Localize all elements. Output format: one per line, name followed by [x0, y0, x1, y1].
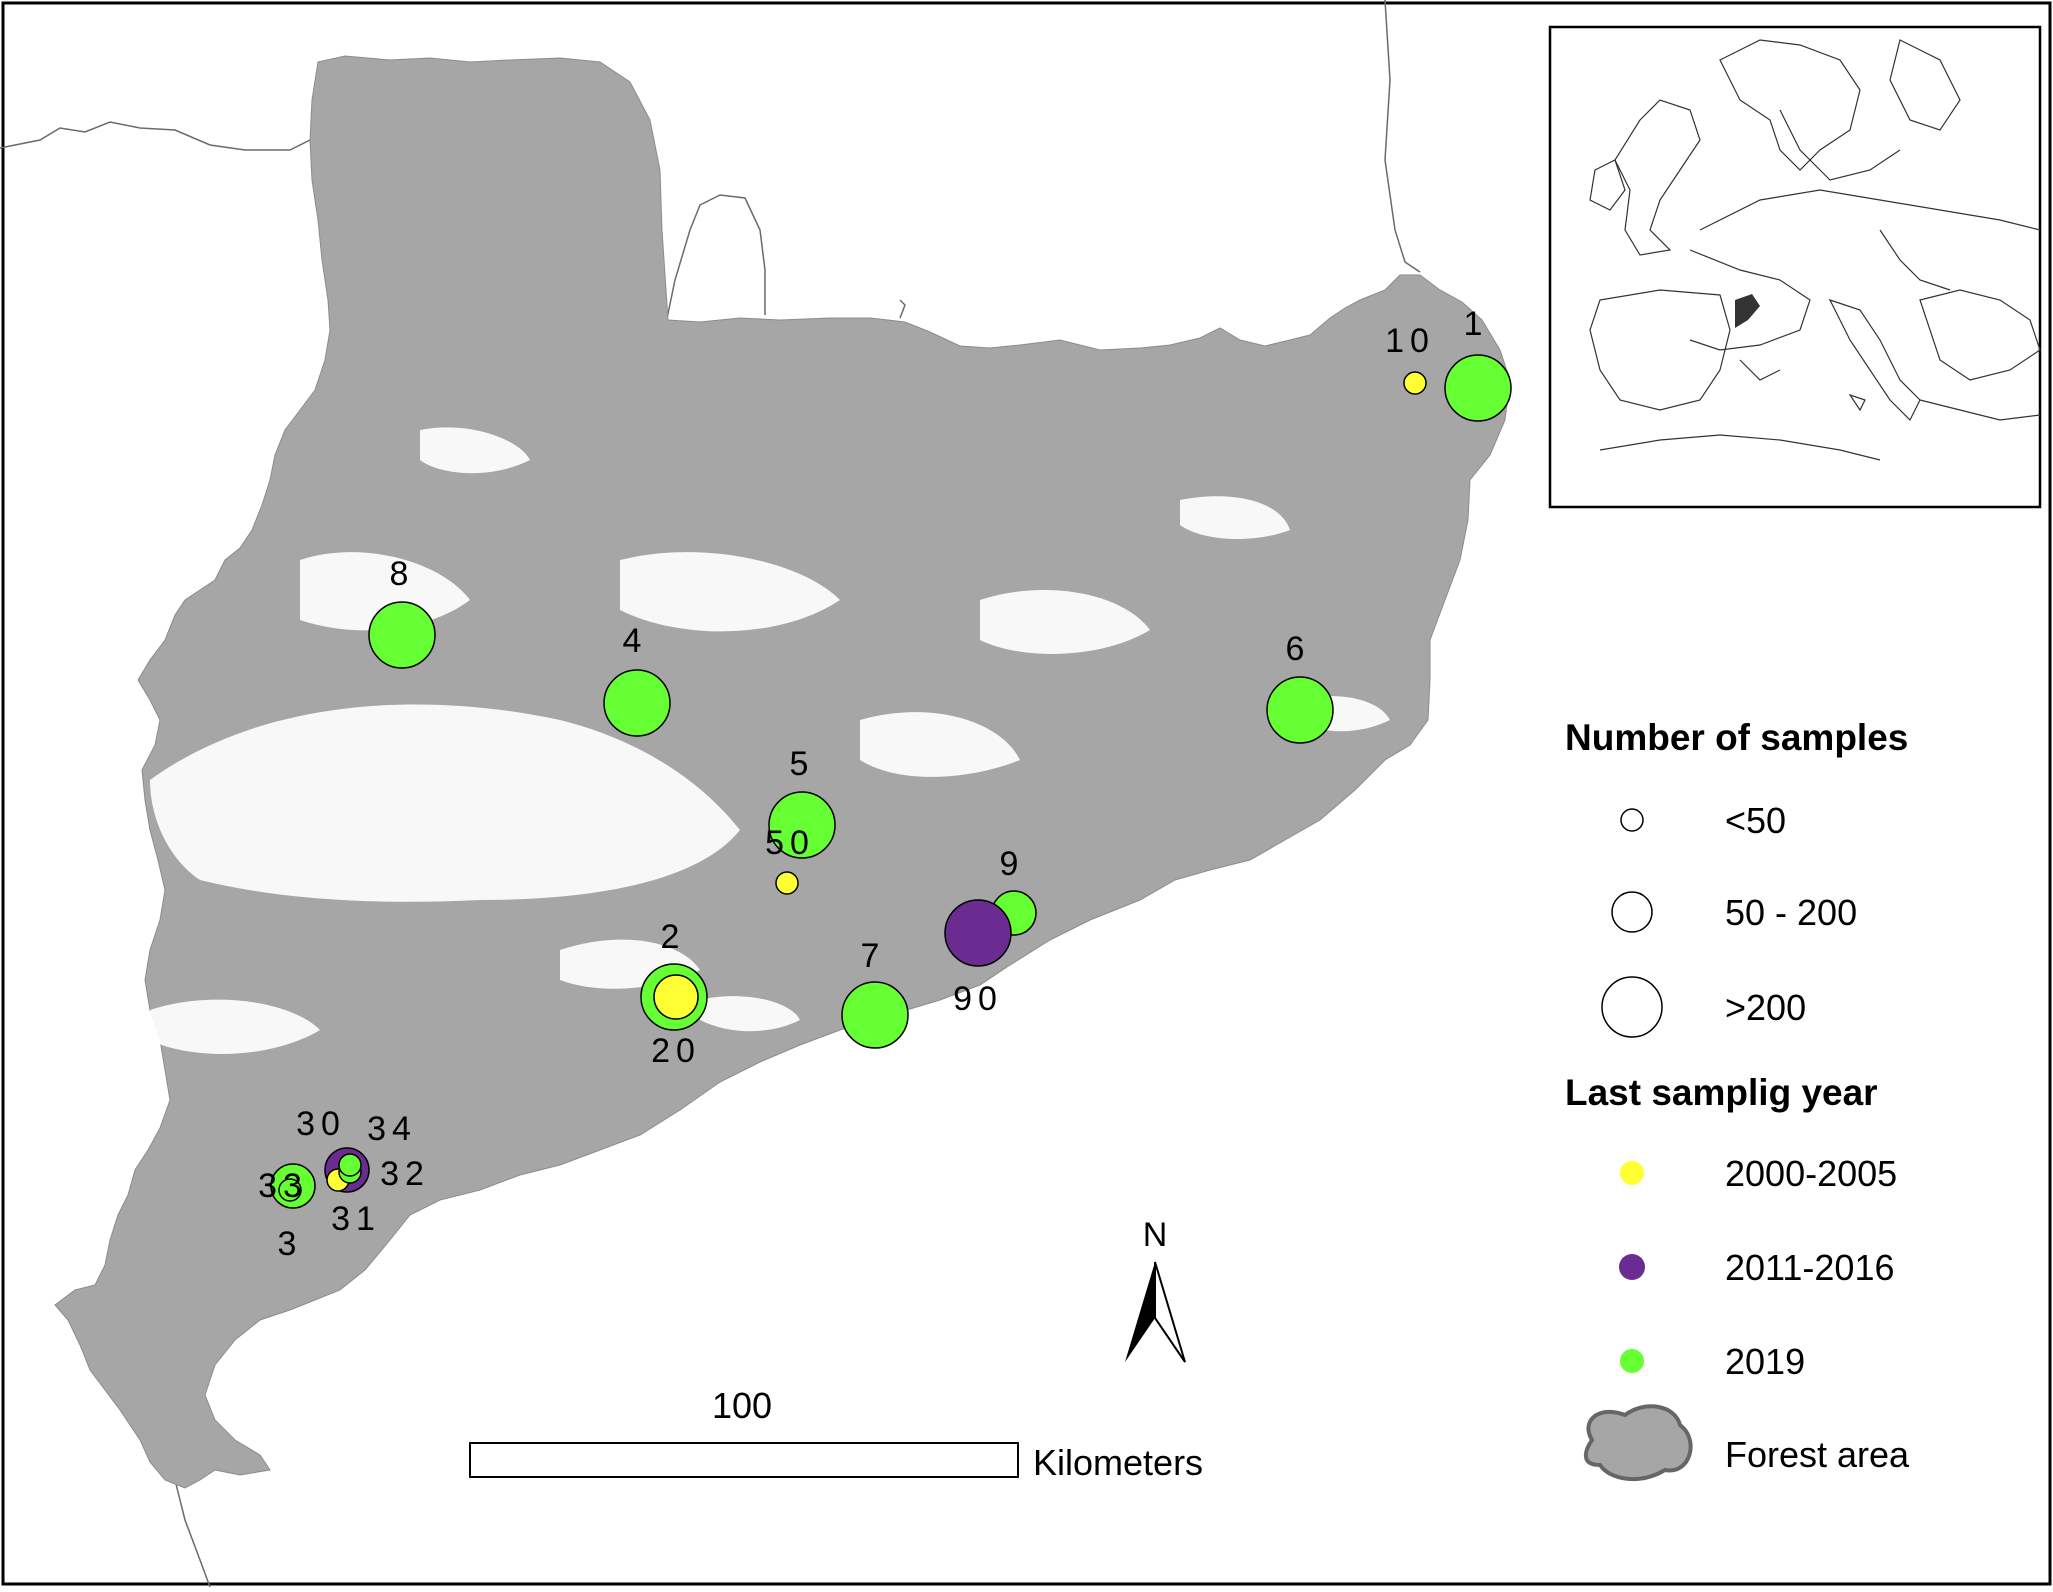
site-label-9: 9 [1000, 845, 1025, 883]
north-arrow-right-icon [1154, 1261, 1186, 1363]
site-marker-20 [653, 974, 699, 1020]
scale-bar-rect [469, 1442, 1019, 1478]
site-label-20: 20 [651, 1032, 701, 1070]
inset-study-area [1735, 294, 1760, 328]
legend-size-large-label: >200 [1725, 987, 1806, 1028]
site-label-8: 8 [390, 555, 415, 593]
site-label-33: 33 [258, 1167, 308, 1205]
legend-size-large-icon [1601, 976, 1663, 1038]
north-arrow-left-icon [1125, 1262, 1155, 1362]
site-marker-7 [841, 981, 909, 1049]
site-label-3: 3 [278, 1225, 303, 1263]
north-arrow: N [1125, 1216, 1186, 1363]
site-label-1: 1 [1464, 305, 1489, 343]
site-label-10: 10 [1385, 322, 1435, 360]
site-label-34: 34 [367, 1110, 417, 1148]
legend-year-2019-icon [1620, 1349, 1644, 1373]
site-label-90: 90 [953, 980, 1003, 1018]
site-label-50: 50 [765, 824, 815, 862]
site-marker-6 [1266, 676, 1334, 744]
legend-forest-icon [1583, 1404, 1693, 1482]
site-label-4: 4 [623, 622, 648, 660]
site-label-5: 5 [790, 745, 815, 783]
legend-year-2011-2016-label: 2011-2016 [1725, 1247, 1895, 1288]
site-marker-5 [768, 791, 836, 859]
site-label-31: 31 [331, 1200, 381, 1238]
site-label-30: 30 [296, 1105, 346, 1143]
scale-bar-unit: Kilometers [1033, 1442, 1203, 1483]
legend-size-small-label: <50 [1725, 800, 1786, 841]
site-marker-50 [775, 871, 799, 895]
legend: Number of samples <50 50 - 200 >200 Last… [1565, 717, 1910, 1482]
north-arrow-label: N [1143, 1216, 1168, 1254]
legend-year-2000-2005-label: 2000-2005 [1725, 1153, 1897, 1194]
site-marker-1 [1444, 354, 1512, 422]
forest-area [54, 55, 1511, 1489]
legend-size-medium-icon [1611, 891, 1653, 933]
site-marker-3 [278, 1178, 302, 1202]
site-label-6: 6 [1286, 630, 1311, 668]
scale-bar: 100 Kilometers [469, 1385, 1203, 1483]
site-marker-8 [368, 601, 436, 669]
legend-forest-label: Forest area [1725, 1434, 1910, 1475]
legend-year-2000-2005-icon [1620, 1161, 1644, 1185]
inset-europe-map [1548, 25, 2042, 509]
non-forest-patches [150, 427, 1390, 1054]
legend-year-title: Last samplig year [1565, 1072, 1878, 1113]
site-marker-10 [1403, 371, 1427, 395]
site-marker-34 [338, 1153, 362, 1177]
legend-year-2019-label: 2019 [1725, 1341, 1805, 1382]
site-label-7: 7 [861, 937, 886, 975]
scale-bar-value: 100 [712, 1385, 772, 1426]
site-label-32: 32 [380, 1155, 430, 1193]
legend-size-small-icon [1620, 808, 1644, 832]
site-marker-90 [944, 899, 1012, 967]
site-marker-4 [603, 669, 671, 737]
legend-year-2011-2016-icon [1619, 1254, 1645, 1280]
legend-size-medium-label: 50 - 200 [1725, 892, 1857, 933]
legend-samples-title: Number of samples [1565, 717, 1908, 758]
sample-sites [270, 354, 1512, 1209]
site-label-2: 2 [661, 918, 686, 956]
